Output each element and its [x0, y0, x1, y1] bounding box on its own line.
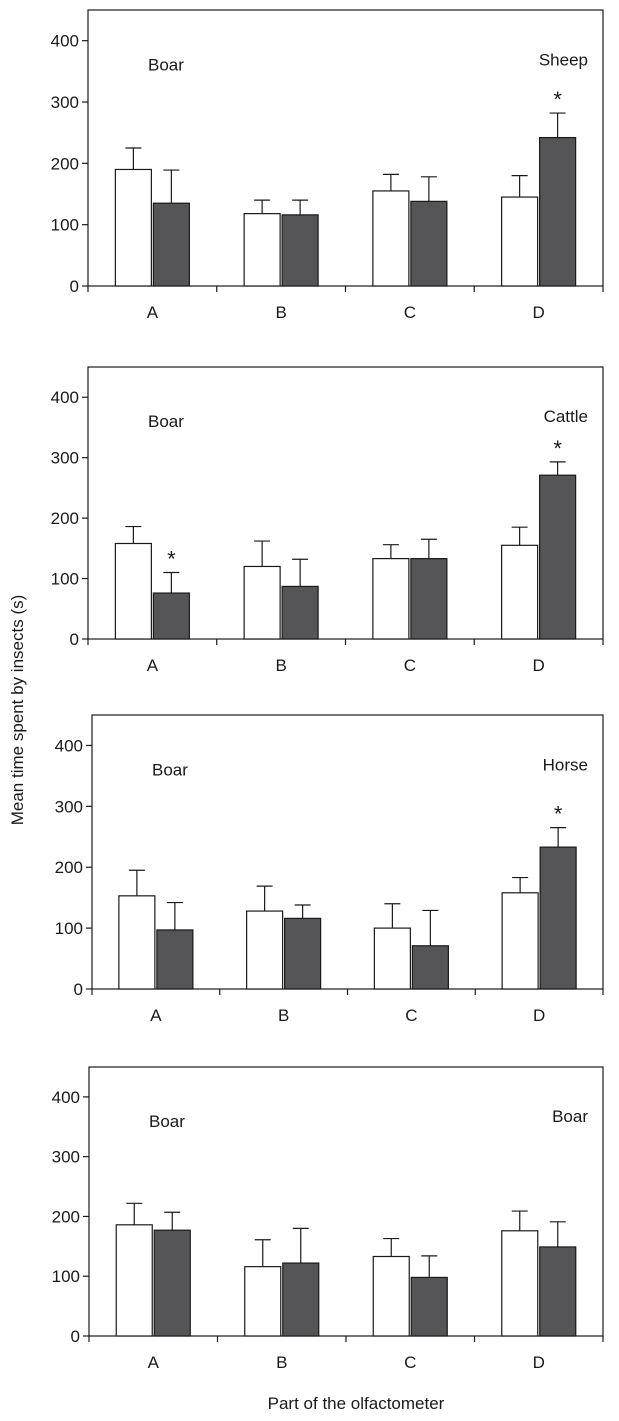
bar-C-filled: [410, 558, 448, 640]
y-tick-label: 100: [55, 919, 83, 938]
left-odor-label: Boar: [152, 760, 188, 779]
category-label-A: A: [147, 303, 159, 322]
bar-A-filled: [156, 929, 194, 990]
left-odor-label: Boar: [149, 1112, 185, 1131]
x-axis-label: Part of the olfactometer: [268, 1394, 445, 1413]
y-tick-label: 100: [51, 570, 79, 589]
category-label-D: D: [532, 656, 544, 675]
bar-C-filled: [411, 945, 449, 990]
bar-B-open: [243, 213, 281, 287]
bar-B-filled: [282, 1262, 320, 1337]
right-odor-label: Sheep: [539, 51, 588, 70]
category-label-B: B: [278, 1006, 289, 1025]
y-tick-label: 100: [52, 1267, 80, 1286]
significance-marker: *: [554, 802, 563, 827]
y-tick-label: 400: [51, 388, 79, 407]
bar-C-filled: [410, 1276, 448, 1337]
bar-C-open: [372, 190, 410, 287]
bar-D-filled: [539, 846, 577, 990]
significance-marker: *: [553, 87, 562, 112]
category-label-B: B: [275, 656, 286, 675]
bar-A-open: [118, 895, 156, 990]
category-label-C: C: [404, 1353, 416, 1372]
y-tick-label: 0: [74, 980, 83, 999]
left-odor-label: Boar: [148, 412, 184, 431]
bar-B-filled: [281, 585, 319, 640]
y-tick-label: 300: [52, 1148, 80, 1167]
y-tick-label: 200: [52, 1207, 80, 1226]
bar-A-open: [114, 542, 152, 640]
y-tick-label: 200: [51, 154, 79, 173]
right-odor-label: Boar: [552, 1107, 588, 1126]
y-tick-label: 0: [71, 1327, 80, 1346]
category-label-A: A: [148, 1353, 160, 1372]
bar-B-open: [246, 910, 284, 990]
bar-D-filled: [539, 474, 577, 640]
chart-panels: 0 100 200 300 400 A B C * D Boar Sheep 0 100 200 300 400…: [51, 9, 604, 1372]
bar-C-open: [372, 558, 410, 640]
y-tick-label: 300: [55, 797, 83, 816]
bar-A-filled: [153, 1229, 191, 1337]
bar-D-filled: [539, 1246, 577, 1337]
bar-A-open: [114, 168, 152, 287]
category-label-C: C: [405, 1006, 417, 1025]
left-odor-label: Boar: [148, 56, 184, 75]
category-label-C: C: [404, 303, 416, 322]
category-label-D: D: [533, 1353, 545, 1372]
category-label-A: A: [147, 656, 159, 675]
bar-A-filled: [152, 202, 190, 287]
bar-C-open: [372, 1255, 410, 1337]
significance-marker: *: [553, 436, 562, 461]
bar-D-open: [501, 544, 539, 640]
bar-A-open: [115, 1224, 153, 1337]
category-label-B: B: [276, 1353, 287, 1372]
bar-D-open: [501, 1230, 539, 1337]
category-label-B: B: [275, 303, 286, 322]
category-label-D: D: [533, 1006, 545, 1025]
y-tick-label: 200: [55, 858, 83, 877]
bar-A-filled: [152, 592, 190, 640]
bar-D-filled: [539, 136, 577, 287]
y-tick-label: 400: [52, 1088, 80, 1107]
bar-B-filled: [281, 214, 319, 287]
y-tick-label: 0: [70, 277, 79, 296]
y-tick-label: 100: [51, 216, 79, 235]
right-odor-label: Horse: [543, 755, 588, 774]
y-tick-label: 400: [55, 736, 83, 755]
chart-panel-4: 0 100 200 300 400 A B C D Boar Boar: [52, 1066, 604, 1372]
y-tick-label: 200: [51, 509, 79, 528]
y-tick-label: 300: [51, 449, 79, 468]
bar-B-filled: [284, 917, 322, 990]
y-tick-label: 400: [51, 32, 79, 51]
significance-marker: *: [167, 547, 176, 572]
chart-panel-3: 0 100 200 300 400 A B C * D Boar Horse: [55, 714, 604, 1025]
bar-C-filled: [410, 200, 448, 287]
bar-B-open: [244, 1266, 282, 1337]
right-odor-label: Cattle: [544, 407, 588, 426]
bar-D-open: [501, 196, 539, 287]
category-label-D: D: [532, 303, 544, 322]
y-tick-label: 300: [51, 93, 79, 112]
category-label-A: A: [150, 1006, 162, 1025]
y-tick-label: 0: [70, 630, 79, 649]
bar-D-open: [501, 892, 539, 990]
bar-C-open: [373, 927, 411, 990]
bar-B-open: [243, 565, 281, 640]
y-axis-label: Mean time spent by insects (s): [8, 595, 27, 826]
chart-panel-1: 0 100 200 300 400 A B C * D Boar Sheep: [51, 9, 604, 322]
chart-panel-2: 0 100 200 300 400 * A B C * D Boar Cattle: [51, 366, 604, 675]
category-label-C: C: [404, 656, 416, 675]
